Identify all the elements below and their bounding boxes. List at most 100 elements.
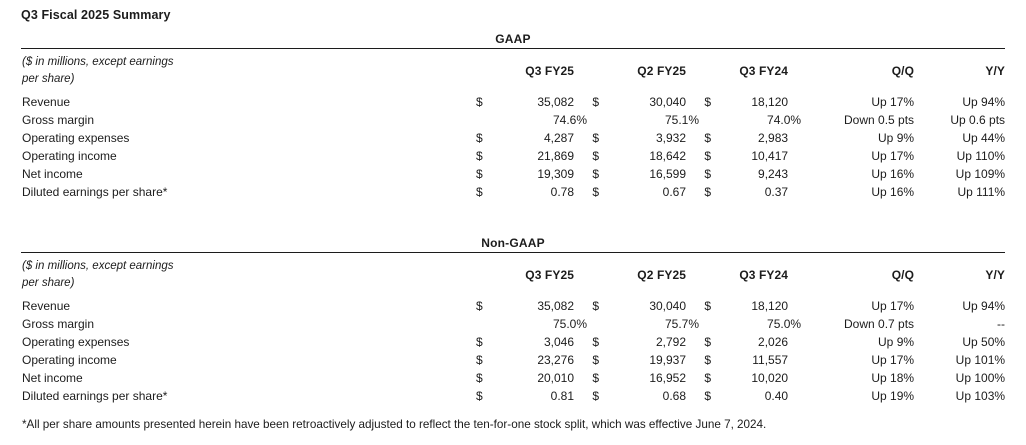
currency-symbol: $ — [476, 371, 483, 385]
value-cell: 0.37 — [764, 185, 789, 199]
currency-symbol: $ — [704, 95, 712, 109]
yy-change-cell: Up 103% — [955, 389, 1006, 403]
currency-symbol: $ — [592, 167, 600, 181]
non-gaap-summary-table: ($ in millions, except earnings per shar… — [21, 253, 1005, 405]
value-cell: 75.0% — [767, 317, 802, 331]
qq-change-cell: Up 17% — [871, 353, 915, 367]
financial-summary-page: Q3 Fiscal 2025 Summary GAAP ($ in millio… — [21, 8, 1005, 431]
value-cell: 2,983 — [758, 131, 789, 145]
row-label: Gross margin — [22, 317, 95, 331]
currency-symbol: $ — [704, 299, 712, 313]
gaap-section: GAAP ($ in millions, except earnings per… — [21, 33, 1005, 201]
col-header-qq: Q/Q — [891, 268, 915, 282]
table-row: Operating income $21,869 $18,642 $10,417 Up … — [21, 147, 1005, 165]
currency-symbol: $ — [704, 335, 712, 349]
value-cell: 20,010 — [537, 371, 575, 385]
table-row: Net income $19,309 $16,599 $9,243 Up 16% Up 1… — [21, 165, 1005, 183]
value-cell: 18,120 — [751, 299, 789, 313]
currency-symbol: $ — [592, 299, 600, 313]
currency-symbol: $ — [592, 353, 600, 367]
currency-symbol — [476, 111, 496, 129]
col-header-qq: Q/Q — [891, 64, 915, 78]
value-cell: 18,642 — [649, 149, 687, 163]
value-cell: 35,082 — [537, 95, 575, 109]
table-row: Diluted earnings per share* $0.78 $0.67 $0.… — [21, 183, 1005, 201]
value-cell: 11,557 — [752, 353, 789, 367]
value-cell: 3,046 — [543, 335, 575, 349]
value-cell: 18,120 — [751, 95, 789, 109]
col-header-q3fy25: Q3 FY25 — [525, 64, 575, 78]
col-header-yy: Y/Y — [985, 64, 1006, 78]
value-cell: 0.78 — [550, 185, 575, 199]
unit-note-line1: ($ in millions, except earnings — [22, 56, 174, 68]
currency-symbol: $ — [476, 185, 483, 199]
value-cell: 0.81 — [550, 389, 575, 403]
qq-change-cell: Down 0.7 pts — [844, 317, 915, 331]
row-label: Revenue — [22, 95, 71, 109]
currency-symbol: $ — [592, 371, 600, 385]
value-cell: 19,309 — [537, 167, 575, 181]
gaap-summary-table: ($ in millions, except earnings per shar… — [21, 49, 1005, 201]
yy-change-cell: Up 0.6 pts — [950, 113, 1006, 127]
gaap-section-title: GAAP — [21, 33, 1005, 49]
value-cell: 16,952 — [649, 371, 687, 385]
value-cell: 9,243 — [758, 167, 789, 181]
currency-symbol: $ — [704, 353, 712, 367]
yy-change-cell: -- — [997, 317, 1006, 331]
gaap-table-body: Revenue $35,082 $30,040 $18,120 Up 17% Up 94%… — [21, 93, 1005, 201]
currency-symbol: $ — [704, 389, 712, 403]
unit-note: ($ in millions, except earnings per shar… — [21, 253, 476, 297]
table-row: Gross margin 74.6% 75.1% 74.0% Down 0.5 pts U… — [21, 111, 1005, 129]
unit-note-line2: per share) — [22, 73, 75, 85]
value-cell: 74.0% — [767, 113, 802, 127]
page-title: Q3 Fiscal 2025 Summary — [21, 8, 171, 22]
non-gaap-section: Non-GAAP ($ in millions, except earnings… — [21, 237, 1005, 405]
currency-symbol: $ — [704, 167, 712, 181]
value-cell: 35,082 — [537, 299, 575, 313]
row-label: Net income — [22, 167, 83, 181]
row-label: Diluted earnings per share* — [22, 389, 168, 403]
stock-split-footnote: *All per share amounts presented herein … — [22, 418, 767, 431]
yy-change-cell: Up 111% — [957, 185, 1006, 199]
currency-symbol: $ — [476, 167, 483, 181]
value-cell: 19,937 — [649, 353, 687, 367]
value-cell: 2,026 — [758, 335, 789, 349]
non-gaap-table-body: Revenue $35,082 $30,040 $18,120 Up 17% Up 94%… — [21, 297, 1005, 405]
row-label: Operating expenses — [22, 335, 130, 349]
currency-symbol: $ — [592, 95, 600, 109]
value-cell: 2,792 — [656, 335, 687, 349]
row-label: Operating income — [22, 149, 117, 163]
value-cell: 0.67 — [662, 185, 687, 199]
unit-note-line1: ($ in millions, except earnings — [22, 260, 174, 272]
currency-symbol: $ — [592, 185, 600, 199]
row-label: Net income — [22, 371, 83, 385]
col-header-q3fy24: Q3 FY24 — [739, 64, 789, 78]
qq-change-cell: Up 18% — [871, 371, 915, 385]
qq-change-cell: Up 9% — [878, 335, 915, 349]
currency-symbol: $ — [704, 371, 712, 385]
qq-change-cell: Down 0.5 pts — [844, 113, 915, 127]
table-row: Operating income $23,276 $19,937 $11,557 Up … — [21, 351, 1005, 369]
row-label: Operating income — [22, 353, 117, 367]
currency-symbol: $ — [704, 149, 712, 163]
qq-change-cell: Up 16% — [871, 185, 915, 199]
table-row: Operating expenses $3,046 $2,792 $2,026 Up 9… — [21, 333, 1005, 351]
qq-change-cell: Up 17% — [871, 95, 915, 109]
currency-symbol: $ — [476, 335, 483, 349]
yy-change-cell: Up 94% — [962, 95, 1006, 109]
yy-change-cell: Up 44% — [962, 131, 1006, 145]
currency-symbol: $ — [592, 149, 600, 163]
col-header-q2fy25: Q2 FY25 — [637, 268, 687, 282]
table-row: Operating expenses $4,287 $3,932 $2,983 Up 9… — [21, 129, 1005, 147]
currency-symbol: $ — [592, 131, 600, 145]
currency-symbol: $ — [476, 389, 483, 403]
table-row: Net income $20,010 $16,952 $10,020 Up 18% Up … — [21, 369, 1005, 387]
table-row: Gross margin 75.0% 75.7% 75.0% Down 0.7 pts -… — [21, 315, 1005, 333]
col-header-yy: Y/Y — [985, 268, 1006, 282]
qq-change-cell: Up 16% — [871, 167, 915, 181]
yy-change-cell: Up 101% — [955, 353, 1006, 367]
yy-change-cell: Up 110% — [956, 149, 1006, 163]
currency-symbol: $ — [704, 185, 712, 199]
currency-symbol: $ — [592, 335, 600, 349]
value-cell: 0.40 — [764, 389, 789, 403]
